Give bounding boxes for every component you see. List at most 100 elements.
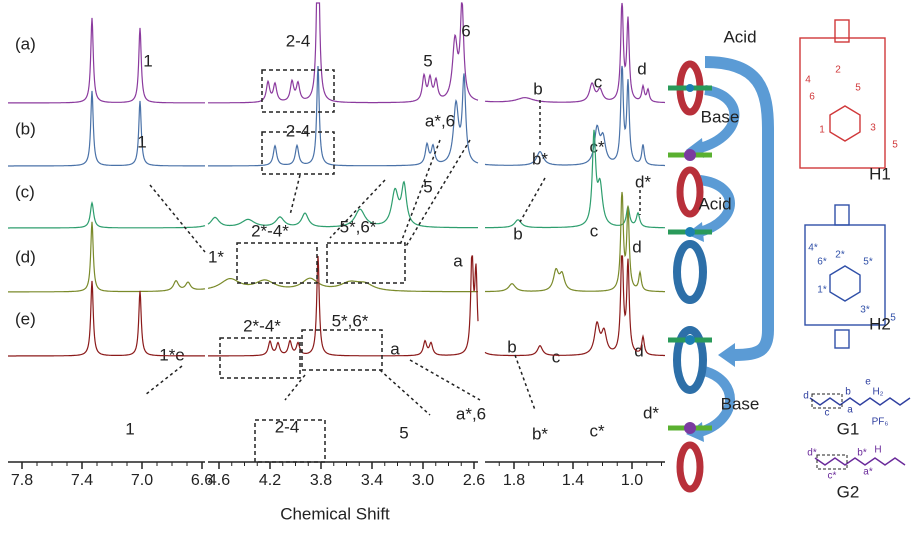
atom-label: H bbox=[874, 445, 881, 456]
atom-label: a* bbox=[863, 467, 873, 478]
spectrum bbox=[485, 3, 665, 103]
arrow bbox=[290, 175, 300, 215]
spectrum bbox=[8, 222, 205, 292]
peak-label: b bbox=[507, 337, 516, 356]
molecule-name: G1 bbox=[837, 419, 860, 438]
atom-label: 3 bbox=[870, 123, 876, 134]
atom-label: 3* bbox=[860, 305, 870, 316]
x-tick-label: 3.0 bbox=[412, 472, 434, 489]
step-label: Acid bbox=[698, 194, 731, 213]
spectrum-panel: (b)12-4a*,65b*c*d* bbox=[8, 66, 665, 196]
x-tick-label: 4.6 bbox=[208, 472, 230, 489]
peak-label: 5 bbox=[423, 51, 432, 70]
peak-label: d bbox=[632, 237, 641, 256]
peak-label: 2-4 bbox=[286, 31, 311, 50]
spectrum bbox=[8, 18, 205, 103]
axis-label: Chemical Shift bbox=[280, 504, 390, 523]
atom-label: a bbox=[847, 405, 853, 416]
peak-label: b bbox=[533, 79, 542, 98]
arrow bbox=[150, 185, 205, 252]
molecule-name: H2 bbox=[869, 314, 891, 333]
atom-label: 1* bbox=[817, 285, 827, 296]
molecule-g1 bbox=[810, 398, 910, 405]
atom-label: 2* bbox=[835, 250, 845, 261]
x-tick-label: 1.8 bbox=[503, 472, 525, 489]
panel-label: (e) bbox=[15, 309, 36, 328]
peak-label: 2*-4* bbox=[243, 316, 281, 335]
x-tick-label: 7.8 bbox=[11, 472, 33, 489]
atom-label: c* bbox=[828, 471, 837, 482]
peak-label: c* bbox=[589, 421, 605, 440]
peak-label: c bbox=[594, 72, 603, 91]
highlight-box bbox=[302, 330, 382, 370]
peak-label: c* bbox=[589, 137, 605, 156]
atom-label: 5 bbox=[890, 313, 896, 324]
spectrum bbox=[208, 278, 478, 291]
atom-label: 4* bbox=[808, 243, 818, 254]
atom-label: 5 bbox=[855, 83, 861, 94]
peak-label: a*,6 bbox=[456, 404, 486, 423]
atom-label: 5* bbox=[863, 257, 873, 268]
molecule-g2 bbox=[815, 458, 905, 465]
x-tick-label: 7.0 bbox=[131, 472, 153, 489]
step-label: Base bbox=[721, 394, 760, 413]
peak-label: 1*e bbox=[159, 345, 185, 364]
peak-label: b* bbox=[532, 424, 548, 443]
peak-label: c bbox=[552, 347, 561, 366]
atom-label: d bbox=[803, 391, 809, 402]
arrow bbox=[285, 375, 305, 400]
arrow bbox=[515, 355, 535, 410]
peak-label: 5*,6* bbox=[340, 217, 377, 236]
peak-label: b* bbox=[532, 149, 548, 168]
x-tick-label: 1.4 bbox=[562, 472, 584, 489]
peak-label: d* bbox=[643, 403, 659, 422]
bead bbox=[684, 149, 696, 161]
atom-label: H₂ bbox=[872, 387, 883, 398]
ring bbox=[680, 445, 700, 489]
panel-label: (d) bbox=[15, 247, 36, 266]
atom-label: 1 bbox=[819, 125, 825, 136]
peak-label: 5 bbox=[399, 423, 408, 442]
x-tick-label: 7.4 bbox=[71, 472, 93, 489]
peak-label: 6 bbox=[461, 21, 470, 40]
spectrum bbox=[208, 3, 478, 103]
peak-label: 5*,6* bbox=[332, 311, 369, 330]
highlight-box bbox=[237, 243, 317, 283]
arrow bbox=[405, 140, 470, 248]
arrow-head bbox=[718, 343, 735, 367]
arrow bbox=[380, 370, 430, 415]
peak-label: b bbox=[513, 224, 522, 243]
x-tick-label: 1.0 bbox=[621, 472, 643, 489]
ring bbox=[677, 244, 703, 300]
bead bbox=[685, 227, 695, 237]
bead bbox=[686, 84, 694, 92]
bead bbox=[685, 335, 695, 345]
x-tick-label: 4.2 bbox=[259, 472, 281, 489]
bead bbox=[684, 422, 696, 434]
peak-label: c bbox=[590, 221, 599, 240]
peak-label: a bbox=[453, 251, 463, 270]
atom-label: 6* bbox=[817, 257, 827, 268]
x-tick-label: 2.6 bbox=[463, 472, 485, 489]
molecule-name: H1 bbox=[869, 164, 891, 183]
atom-label: 6 bbox=[809, 92, 815, 103]
spectrum bbox=[8, 203, 205, 228]
peak-label: d bbox=[637, 59, 646, 78]
atom-label: b bbox=[845, 387, 851, 398]
arrow bbox=[410, 360, 480, 400]
step-label: Acid bbox=[723, 27, 756, 46]
panel-label: (c) bbox=[15, 182, 35, 201]
ring bbox=[680, 170, 700, 214]
spectrum bbox=[208, 256, 478, 356]
arrow bbox=[145, 366, 182, 395]
panel-label: (b) bbox=[15, 119, 36, 138]
peak-label: 1 bbox=[137, 132, 146, 151]
x-tick-label: 3.8 bbox=[310, 472, 332, 489]
spectrum bbox=[485, 66, 665, 166]
peak-label: 1 bbox=[143, 51, 152, 70]
atom-label: 2 bbox=[835, 65, 841, 76]
highlight-box bbox=[327, 243, 405, 283]
step-label: Base bbox=[701, 107, 740, 126]
